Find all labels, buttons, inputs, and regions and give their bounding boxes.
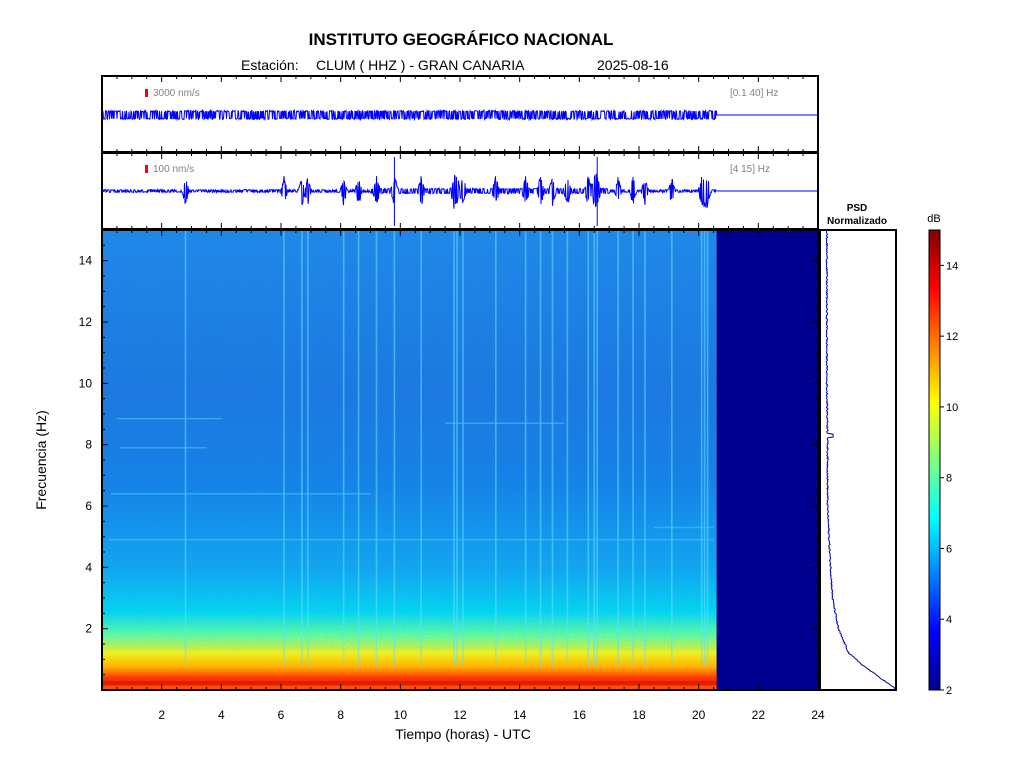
trace-panel-filtered: 100 nm/s [4 15] Hz xyxy=(101,152,819,230)
x-tick-label: 8 xyxy=(337,708,344,722)
colorbar-tick-label: 6 xyxy=(946,543,952,555)
psd-curve xyxy=(825,229,896,690)
spectrogram-speckle xyxy=(102,230,718,650)
colorbar-unit: dB xyxy=(927,213,940,225)
y-tick-label: 10 xyxy=(79,376,93,390)
y-tick-label: 12 xyxy=(79,315,93,329)
scale-bar-marker xyxy=(145,165,148,173)
psd-panel: PSD Normalizado xyxy=(819,203,897,691)
x-tick-label: 10 xyxy=(394,708,408,722)
seismic-trace-broadband xyxy=(102,108,817,122)
recording-date: 2025-08-16 xyxy=(597,57,669,73)
x-tick-label: 18 xyxy=(632,708,646,722)
trace-band-label: [4 15] Hz xyxy=(730,164,770,175)
y-tick-label: 6 xyxy=(85,499,92,513)
x-tick-label: 12 xyxy=(453,708,467,722)
x-tick-label: 6 xyxy=(278,708,285,722)
colorbar-tick-label: 4 xyxy=(946,614,952,626)
trace-scale-label: 3000 nm/s xyxy=(153,88,200,99)
figure-title: INSTITUTO GEOGRÁFICO NACIONAL xyxy=(309,30,614,49)
colorbar-tick-label: 14 xyxy=(946,260,958,272)
x-tick-label: 20 xyxy=(692,708,706,722)
x-axis-label: Tiempo (horas) - UTC xyxy=(395,726,531,742)
no-data-region xyxy=(716,230,818,690)
trace-band-label: [0.1 40] Hz xyxy=(730,88,778,99)
colorbar-gradient xyxy=(928,229,941,691)
colorbar-tick-label: 2 xyxy=(946,685,952,697)
y-tick-label: 4 xyxy=(85,560,92,574)
spectrogram-low-freq-band xyxy=(102,680,717,686)
psd-subtitle: Normalizado xyxy=(827,216,887,227)
colorbar-tick-label: 8 xyxy=(946,473,952,485)
colorbar: dB 2 4 6 8 10 12 14 xyxy=(927,213,958,697)
x-tick-label: 24 xyxy=(811,708,825,722)
x-tick-label: 2 xyxy=(158,708,165,722)
psd-frame xyxy=(819,229,897,691)
colorbar-tick-label: 12 xyxy=(946,331,958,343)
station-name: CLUM ( HHZ ) - GRAN CANARIA xyxy=(316,57,525,73)
x-tick-label: 16 xyxy=(573,708,587,722)
station-prefix: Estación: xyxy=(241,57,299,73)
y-axis-label: Frecuencia (Hz) xyxy=(33,410,49,510)
y-tick-label: 8 xyxy=(85,438,92,452)
psd-title: PSD xyxy=(847,203,868,214)
x-tick-label: 14 xyxy=(513,708,527,722)
spectrogram-transients xyxy=(102,230,818,688)
trace-panel-broadband: 3000 nm/s [0.1 40] Hz xyxy=(101,75,819,153)
seismic-trace-filtered xyxy=(102,157,817,226)
trace-scale-label: 100 nm/s xyxy=(153,164,194,175)
y-tick-label: 14 xyxy=(79,254,93,268)
y-tick-label: 2 xyxy=(85,622,92,636)
x-tick-label: 22 xyxy=(752,708,766,722)
x-tick-label: 4 xyxy=(218,708,225,722)
scale-bar-marker xyxy=(145,89,148,97)
colorbar-tick-label: 10 xyxy=(946,402,958,414)
